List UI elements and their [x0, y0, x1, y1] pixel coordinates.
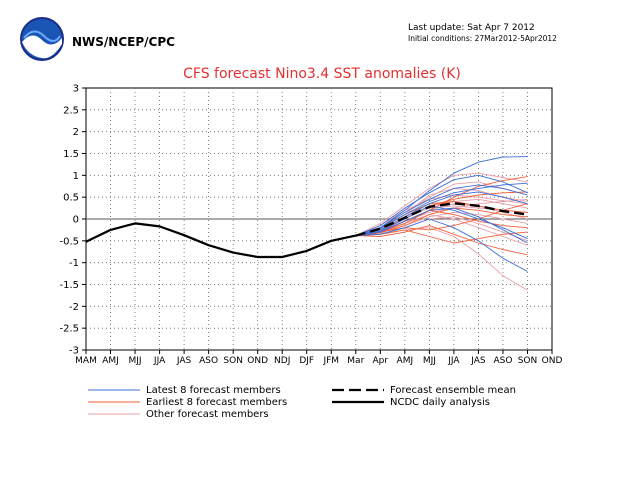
x-tick-label: ASO [493, 356, 512, 366]
forecast-member-line-latest [355, 207, 528, 244]
forecast-member-line-earliest [355, 203, 528, 237]
x-tick-label: OND [542, 356, 563, 366]
grid [86, 88, 552, 350]
x-tick-label: JAS [176, 356, 192, 366]
x-tick-label: JJA [447, 356, 460, 366]
y-tick-label: -3 [69, 346, 79, 357]
forecast-member-line-latest [355, 191, 528, 237]
x-tick-label: SON [518, 356, 538, 366]
legend-label-analysis: NCDC daily analysis [390, 397, 490, 408]
x-tick-label: OND [247, 356, 268, 366]
analysis-line [85, 222, 357, 259]
y-tick-label: 0.5 [63, 193, 79, 204]
noaa-logo [20, 17, 64, 61]
y-tick-label: 2.5 [63, 105, 79, 116]
y-tick-label: 3 [73, 84, 79, 95]
y-tick-labels: 3 2.5 2 1.5 1 0.5 0 -0.5 -1 -1.5 -2 -2.5 -3 [59, 84, 86, 357]
x-tick-label: AMJ [397, 356, 414, 366]
x-tick-label: NDJ [274, 356, 290, 366]
analysis-series [85, 222, 357, 259]
y-tick-label: -2.5 [59, 324, 79, 335]
y-tick-label: 1.5 [63, 149, 79, 160]
y-tick-label: -2 [69, 302, 79, 313]
x-tick-label: JFM [322, 356, 339, 366]
agency-label: NWS/NCEP/CPC [72, 35, 175, 49]
forecast-member-line-latest [355, 218, 528, 272]
x-tick-labels: MAM AMJ MJJ JJA JAS ASO SON OND NDJ DJF JFM Mar Apr A… [75, 350, 562, 366]
y-tick-label: -0.5 [59, 236, 79, 247]
y-tick-label: -1.5 [59, 280, 79, 291]
x-tick-label: JAS [470, 356, 486, 366]
legend-label-latest: Latest 8 forecast members [146, 385, 281, 396]
x-tick-label: JJA [153, 356, 166, 366]
x-tick-label: Mar [347, 356, 364, 366]
legend-label-mean: Forecast ensemble mean [390, 385, 516, 396]
x-tick-label: DJF [299, 356, 314, 366]
forecast-member-line-latest [355, 184, 528, 237]
header: NWS/NCEP/CPC Last update: Sat Apr 7 2012… [20, 17, 557, 61]
x-tick-label: MJJ [423, 356, 436, 366]
x-tick-label: ASO [199, 356, 218, 366]
forecast-member-line-earliest [355, 225, 528, 256]
legend-label-other: Other forecast members [146, 409, 269, 420]
ensemble-mean-series [355, 202, 528, 237]
legend-label-earliest: Earliest 8 forecast members [146, 397, 287, 408]
x-tick-label: Apr [373, 356, 389, 366]
ensemble-mean-line [355, 202, 528, 237]
x-tick-label: AMJ [102, 356, 119, 366]
forecast-member-line-other [355, 227, 528, 291]
initial-conditions-text: Initial conditions: 27Mar2012-5Apr2012 [408, 34, 557, 43]
y-tick-label: -1 [69, 258, 79, 269]
x-tick-label: MJJ [129, 356, 142, 366]
y-tick-label: 2 [73, 127, 79, 138]
forecast-member-line-latest [355, 205, 528, 240]
x-tick-label: SON [223, 356, 243, 366]
chart-title: CFS forecast Nino3.4 SST anomalies (K) [183, 66, 461, 82]
y-tick-label: 0 [73, 215, 79, 226]
y-tick-label: 1 [73, 171, 79, 182]
x-tick-label: MAM [75, 356, 97, 366]
forecast-member-line-latest [355, 174, 528, 237]
legend: Latest 8 forecast members Earliest 8 for… [88, 385, 516, 420]
last-update-text: Last update: Sat Apr 7 2012 [408, 23, 535, 33]
